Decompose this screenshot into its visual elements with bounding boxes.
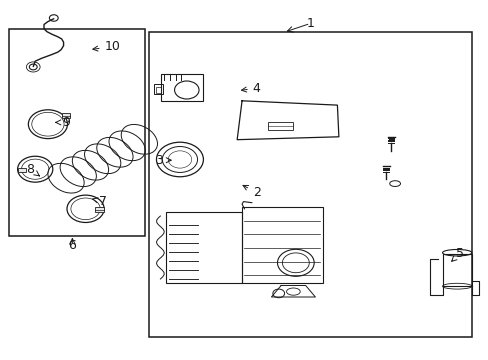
Text: 1: 1 [306, 17, 314, 30]
Text: 3: 3 [155, 154, 171, 167]
Text: 9: 9 [56, 116, 70, 129]
Bar [161, 74, 203, 101]
Text: 2: 2 [243, 185, 260, 199]
Bar [18, 168, 26, 172]
Bar [95, 207, 104, 212]
Text: 8: 8 [26, 163, 40, 176]
Text: 7: 7 [92, 195, 106, 208]
Bar [61, 113, 70, 118]
Text: 4: 4 [241, 82, 260, 95]
Bar [156, 87, 161, 93]
Bar [154, 84, 163, 94]
Bar [9, 29, 144, 236]
Text: 10: 10 [93, 40, 120, 53]
Bar [242, 207, 322, 283]
Text: 5: 5 [451, 247, 463, 261]
Bar [166, 212, 242, 283]
Bar [149, 32, 471, 337]
Bar [267, 122, 293, 130]
Bar [442, 254, 471, 286]
Text: 6: 6 [68, 239, 76, 252]
